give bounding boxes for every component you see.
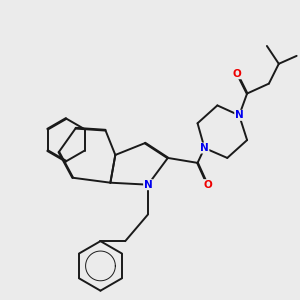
Text: N: N	[235, 110, 244, 120]
Text: N: N	[200, 143, 209, 153]
Text: O: O	[233, 69, 242, 79]
Text: O: O	[203, 180, 212, 190]
Text: N: N	[144, 180, 152, 190]
